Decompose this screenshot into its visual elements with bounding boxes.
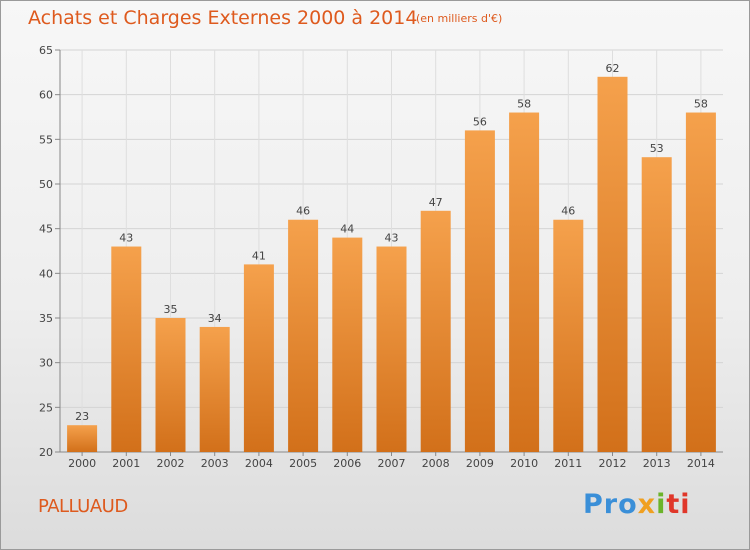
x-tick-label: 2008	[422, 457, 450, 470]
y-tick-label: 50	[39, 178, 53, 191]
logo-part-2: x	[637, 489, 657, 520]
x-tick-label: 2002	[157, 457, 185, 470]
y-tick-label: 25	[39, 401, 53, 414]
chart-title: Achats et Charges Externes 2000 à 2014	[28, 7, 418, 29]
x-tick-label: 2004	[245, 457, 273, 470]
bar-2001	[111, 246, 142, 452]
commune-name: PALLUAUD	[38, 496, 128, 517]
bar-2012	[597, 76, 628, 453]
value-label: 44	[340, 223, 354, 236]
x-tick-label: 2000	[68, 457, 96, 470]
proxiti-logo: Proxiti	[583, 489, 691, 520]
value-label: 53	[650, 142, 664, 155]
y-tick-label: 40	[39, 267, 53, 280]
y-tick-label: 35	[39, 312, 53, 325]
value-label: 58	[517, 98, 531, 111]
value-label: 41	[252, 249, 266, 262]
chart-subtitle: (en milliers d'€)	[416, 12, 503, 25]
bar-2002	[155, 318, 186, 452]
logo-part-1: Pro	[583, 489, 638, 520]
value-label: 46	[296, 205, 310, 218]
bar-2014	[685, 112, 716, 453]
bars	[67, 76, 716, 453]
x-tick-label: 2001	[112, 457, 140, 470]
bar-2008	[420, 210, 451, 452]
x-tick-label: 2010	[510, 457, 538, 470]
value-label: 46	[561, 205, 575, 218]
bar-2007	[376, 246, 407, 452]
bar-2006	[332, 237, 363, 452]
x-tick-label: 2003	[201, 457, 229, 470]
y-tick-label: 45	[39, 223, 53, 236]
value-label: 58	[694, 98, 708, 111]
x-tick-label: 2012	[599, 457, 627, 470]
value-label: 56	[473, 115, 487, 128]
y-tick-label: 55	[39, 133, 53, 146]
bar-2009	[464, 130, 495, 452]
bar-2003	[199, 326, 230, 452]
logo-part-3: i	[656, 489, 667, 520]
x-tick-label: 2011	[554, 457, 582, 470]
x-tick-label: 2005	[289, 457, 317, 470]
value-label: 62	[606, 62, 620, 75]
x-tick-label: 2013	[643, 457, 671, 470]
logo-part-4: ti	[666, 489, 691, 520]
value-label: 43	[385, 232, 399, 245]
y-tick-label: 60	[39, 89, 53, 102]
y-tick-label: 20	[39, 446, 53, 459]
bar-2000	[67, 425, 98, 452]
bar-2010	[509, 112, 540, 453]
value-label: 47	[429, 196, 443, 209]
bar-2011	[553, 219, 584, 452]
value-label: 35	[164, 303, 178, 316]
x-tick-label: 2006	[333, 457, 361, 470]
y-tick-label: 30	[39, 357, 53, 370]
labels: 20 25 30 35 40 45 50 55 60 65 23 2000 43 2001 35 2002 34…	[39, 44, 715, 470]
x-tick-label: 2009	[466, 457, 494, 470]
y-tick-label: 65	[39, 44, 53, 57]
x-tick-label: 2007	[378, 457, 406, 470]
bar-2013	[641, 157, 672, 452]
bar-2004	[243, 264, 274, 452]
value-label: 23	[75, 410, 89, 423]
value-label: 43	[119, 232, 133, 245]
x-tick-label: 2014	[687, 457, 715, 470]
bar-2005	[288, 219, 319, 452]
value-label: 34	[208, 312, 222, 325]
